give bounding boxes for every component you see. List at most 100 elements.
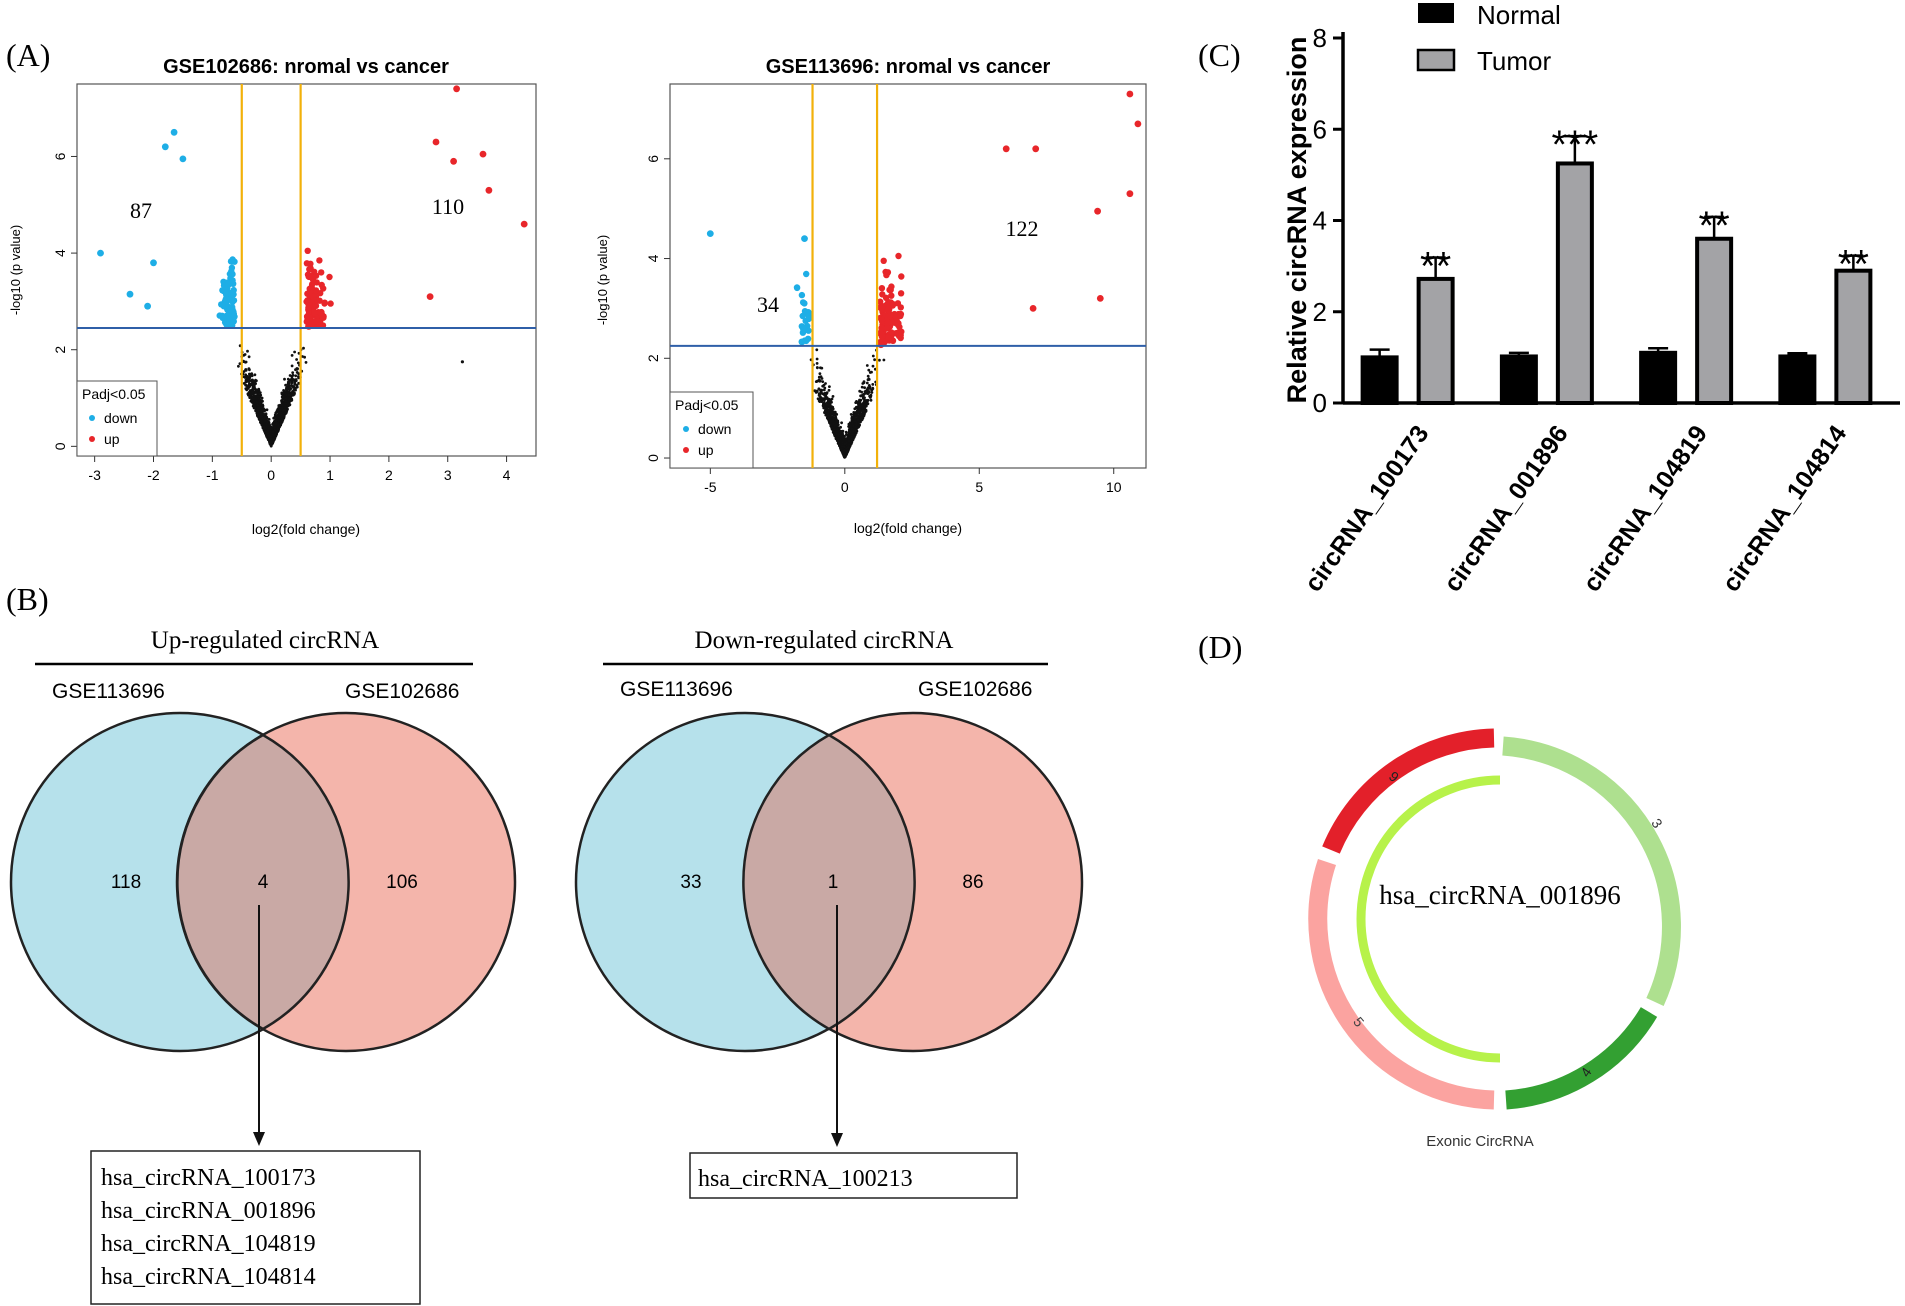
ns-point (293, 382, 297, 386)
ns-point (244, 360, 248, 364)
ns-point (245, 388, 249, 392)
inner-circrna-arc (1356, 775, 1501, 1063)
venn-up: Up-regulated circRNA GSE113696 GSE102686… (9, 627, 517, 1305)
ns-point (284, 400, 288, 403)
highlight-point (1032, 145, 1040, 153)
ns-point (292, 388, 296, 392)
ns-point (282, 412, 286, 415)
ns-point (283, 406, 287, 409)
ns-point (878, 358, 881, 362)
up-point (327, 300, 334, 307)
ns-point (276, 428, 280, 431)
volcano1-points (97, 85, 528, 448)
ns-point (237, 364, 240, 368)
ns-point (857, 425, 861, 429)
volcano2-points (706, 90, 1142, 459)
ns-point (837, 433, 840, 437)
ns-point (238, 362, 242, 365)
up-point (314, 297, 321, 304)
down-point (801, 300, 808, 307)
venn-up-overlap-count: 4 (258, 872, 269, 893)
venn-up-gene-1: hsa_circRNA_100173 (101, 1165, 316, 1191)
ns-point (831, 405, 835, 409)
ns-point (285, 388, 289, 391)
ns-point (283, 408, 287, 412)
ns-point (858, 399, 862, 403)
ns-point (851, 421, 854, 425)
volcano1-down-count: 87 (130, 198, 152, 223)
venn-down-right-label: GSE102686 (918, 678, 1032, 701)
ns-point (850, 437, 853, 441)
ns-point (303, 355, 306, 359)
volcano1-title: GSE102686: nromal vs cancer (163, 56, 449, 78)
ns-point (257, 406, 261, 410)
legend-normal-swatch (1418, 3, 1454, 23)
ns-point (281, 414, 285, 418)
highlight-point (1096, 295, 1104, 302)
ns-point (870, 391, 874, 394)
ns-point (871, 386, 875, 390)
ns-point (859, 394, 863, 398)
highlight-point (97, 249, 104, 257)
ns-point (854, 401, 858, 404)
ns-point (242, 382, 246, 385)
ns-point (818, 372, 822, 375)
ns-point (257, 387, 261, 391)
ns-point (244, 374, 248, 378)
down-point (802, 317, 809, 325)
x-tick-label: 2 (385, 467, 393, 483)
down-point (226, 270, 234, 278)
ns-point (828, 421, 831, 425)
y-tick-label: 4 (52, 249, 68, 257)
tumor-bar (1555, 161, 1594, 405)
ns-point (865, 364, 869, 367)
normal-bar (1639, 350, 1678, 405)
ns-point (842, 454, 846, 458)
ns-point (869, 398, 873, 402)
volcano1-y-label: -log10 (p value) (8, 225, 23, 315)
ns-point (817, 392, 821, 395)
ns-point (278, 408, 282, 411)
highlight-point (1029, 305, 1037, 312)
circrna-caption: Exonic CircRNA (1426, 1133, 1534, 1150)
highlight-point (126, 290, 134, 298)
ns-point (304, 361, 308, 364)
ns-point (856, 413, 859, 416)
highlight-point (144, 302, 152, 310)
ns-point (245, 376, 249, 380)
ns-point (814, 380, 818, 383)
ns-point (832, 413, 835, 417)
ns-point (826, 416, 830, 420)
ns-point (871, 383, 875, 386)
ns-point (832, 422, 836, 425)
ns-point (835, 413, 839, 416)
up-point (311, 309, 318, 317)
ns-point (817, 387, 821, 391)
ns-point (850, 427, 854, 431)
up-point (878, 316, 886, 324)
ns-point (280, 399, 283, 403)
up-point (306, 266, 313, 273)
highlight-point (1134, 120, 1142, 128)
ns-point (840, 421, 843, 425)
ns-point (271, 430, 275, 434)
ns-point (882, 358, 886, 362)
volcano2-threshold-lines (670, 84, 1146, 468)
y-tick-label: 0 (645, 454, 661, 462)
ns-point (250, 374, 254, 378)
ns-point (827, 388, 831, 392)
x-tick-label: -3 (88, 467, 101, 483)
ns-point (873, 358, 876, 362)
ns-point (851, 430, 855, 433)
ns-point (866, 378, 870, 382)
ns-point (257, 392, 260, 396)
category-label: circRNA_104819 (1578, 420, 1713, 597)
y-tick-label: 4 (1313, 206, 1327, 236)
ns-point (820, 366, 824, 370)
down-point (223, 279, 231, 286)
up-point (878, 285, 886, 292)
up-point (895, 332, 903, 340)
down-point (801, 308, 809, 315)
ns-point (851, 417, 854, 421)
